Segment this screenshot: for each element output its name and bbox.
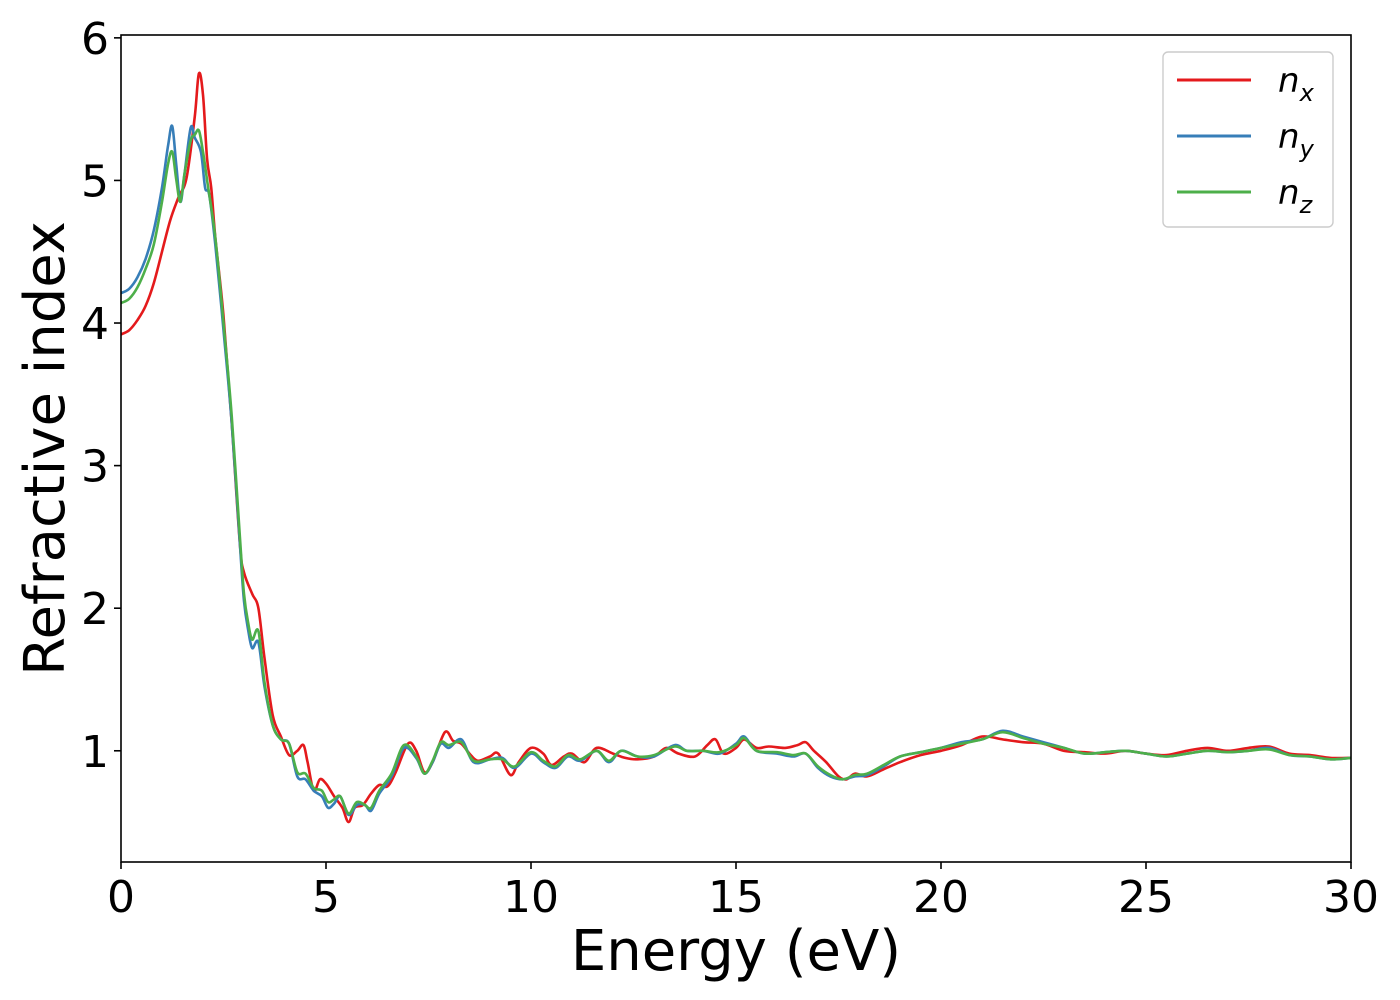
legend-box: [1162, 51, 1334, 228]
x-axis-title: Energy (eV): [571, 919, 901, 984]
y-tick-label: 4: [81, 299, 109, 350]
y-axis-title: Refractive index: [13, 221, 78, 676]
series-layer: [120, 71, 1352, 824]
y-tick-label: 3: [81, 442, 109, 493]
legend: nx ny nz: [1162, 51, 1334, 228]
x-tick-label: 0: [107, 872, 135, 923]
x-tick-label: 30: [1323, 872, 1379, 923]
series-line-z: [120, 128, 1352, 815]
x-tick-label: 10: [503, 872, 559, 923]
x-tick-label: 5: [312, 872, 340, 923]
legend-label-x: nx: [1278, 61, 1315, 107]
y-axis-ticks: 1 2 3 4 5 6: [81, 14, 121, 778]
x-tick-label: 25: [1118, 872, 1174, 923]
x-tick-label: 15: [708, 872, 764, 923]
y-tick-label: 1: [81, 727, 109, 778]
legend-label-z: nz: [1278, 173, 1314, 219]
x-axis-ticks: 0 5 10 15 20 25 30: [107, 862, 1379, 923]
legend-label-y: ny: [1278, 117, 1315, 163]
y-tick-label: 6: [81, 14, 109, 65]
x-tick-label: 20: [913, 872, 969, 923]
series-line-y: [120, 124, 1352, 817]
y-tick-label: 5: [81, 156, 109, 207]
y-tick-label: 2: [81, 584, 109, 635]
